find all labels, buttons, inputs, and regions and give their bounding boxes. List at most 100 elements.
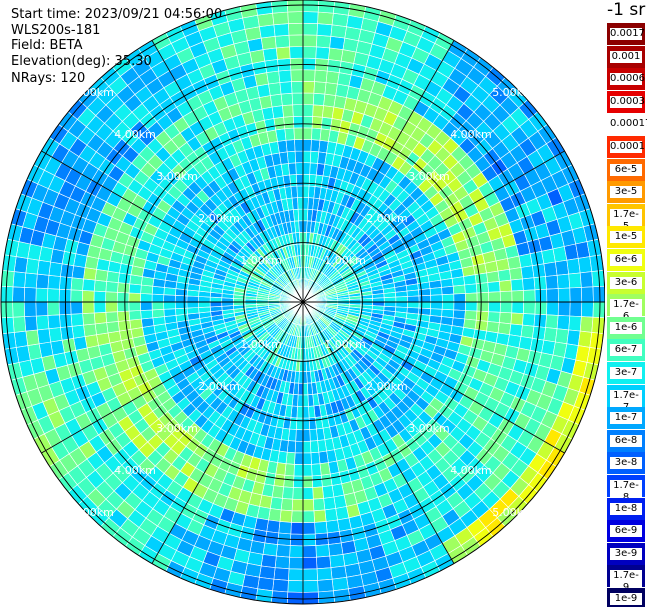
range-gate bbox=[302, 197, 309, 210]
range-gate bbox=[291, 498, 304, 512]
colorbar-unit: -1 sr bbox=[607, 0, 646, 20]
colorbar-cell: 0.001 bbox=[607, 45, 645, 68]
range-gate bbox=[298, 220, 304, 233]
range-ring-label: 4.00km bbox=[450, 128, 492, 141]
range-gate bbox=[286, 591, 304, 605]
range-gate bbox=[474, 272, 489, 285]
range-gate bbox=[105, 291, 118, 303]
range-gate bbox=[116, 291, 130, 303]
range-gate bbox=[186, 301, 199, 309]
range-gate bbox=[577, 330, 593, 348]
colorbar-cell: 1.7e-7 bbox=[607, 384, 645, 414]
range-gate bbox=[509, 267, 523, 281]
range-gate bbox=[81, 290, 95, 303]
range-gate bbox=[266, 70, 281, 85]
range-gate bbox=[83, 267, 97, 281]
range-gate bbox=[295, 429, 304, 442]
range-gate bbox=[314, 521, 328, 535]
range-gate bbox=[284, 463, 295, 477]
range-gate bbox=[94, 268, 109, 282]
range-gate bbox=[48, 261, 63, 277]
colorbar-tick-label: 3e-9 bbox=[610, 547, 642, 560]
range-gate bbox=[302, 348, 307, 361]
range-gate bbox=[289, 46, 304, 59]
colorbar-tick-label: 1e-7 bbox=[610, 412, 642, 425]
range-gate bbox=[430, 301, 443, 310]
colorbar-cell: 3e-6 bbox=[607, 271, 645, 294]
range-gate bbox=[302, 92, 315, 106]
range-gate bbox=[581, 286, 594, 303]
colorbar-tick-label: 6e-9 bbox=[610, 525, 642, 538]
colorbar-cell: 0.00017 bbox=[607, 113, 647, 136]
range-gate bbox=[278, 521, 292, 535]
range-gate bbox=[259, 24, 276, 39]
range-gate bbox=[275, 544, 291, 558]
range-gate bbox=[302, 185, 310, 198]
range-gate bbox=[297, 394, 304, 407]
range-gate bbox=[286, 0, 304, 13]
range-gate bbox=[302, 150, 312, 164]
range-gate bbox=[302, 510, 315, 524]
range-gate bbox=[488, 291, 501, 303]
range-gate bbox=[293, 464, 304, 477]
colorbar-tick-label: 6e-8 bbox=[610, 434, 642, 447]
range-gate bbox=[302, 440, 312, 454]
colorbar-cell: 0.0001 bbox=[607, 136, 645, 158]
colorbar-tick-label: 6e-5 bbox=[610, 163, 642, 176]
range-gate bbox=[511, 301, 525, 314]
range-gate bbox=[260, 554, 277, 569]
range-gate bbox=[25, 329, 40, 346]
range-gate bbox=[285, 139, 296, 153]
range-gate bbox=[175, 307, 188, 316]
range-gate bbox=[302, 104, 314, 117]
range-gate bbox=[302, 591, 320, 605]
range-gate bbox=[325, 519, 340, 534]
range-ring-labels: 1.00km 1.00km 1.00km 1.00km 2.00km 2.00km 2.00… bbox=[72, 86, 534, 519]
range-gate bbox=[295, 162, 304, 175]
range-gate bbox=[283, 116, 295, 130]
range-gate bbox=[302, 0, 320, 13]
range-gate bbox=[310, 451, 321, 465]
range-gate bbox=[35, 273, 50, 289]
range-gate bbox=[302, 406, 310, 419]
range-gate bbox=[331, 576, 349, 592]
range-gate bbox=[278, 69, 292, 83]
range-gate bbox=[302, 382, 309, 396]
colorbar-cell: 0.0017 bbox=[607, 23, 645, 45]
range-gate bbox=[302, 115, 314, 129]
range-gate bbox=[105, 281, 119, 293]
range-gate bbox=[545, 274, 559, 290]
range-gate bbox=[486, 270, 500, 283]
range-gate bbox=[329, 35, 346, 50]
colorbar-tick-label: 6e-7 bbox=[610, 344, 642, 357]
range-gate bbox=[284, 127, 295, 141]
range-gate bbox=[568, 272, 582, 289]
range-gate bbox=[271, 105, 284, 119]
range-gate bbox=[23, 301, 37, 317]
range-gate bbox=[262, 542, 278, 557]
range-gate bbox=[453, 301, 466, 311]
range-gate bbox=[259, 95, 273, 110]
nrays-label: NRays: 120 bbox=[11, 71, 86, 86]
range-gate bbox=[290, 522, 304, 535]
colorbar-cell: 6e-6 bbox=[607, 249, 645, 271]
range-gate bbox=[312, 104, 324, 118]
range-gate bbox=[318, 450, 329, 465]
range-gate bbox=[292, 487, 304, 500]
colorbar-cell: 6e-7 bbox=[607, 339, 645, 362]
range-gate bbox=[23, 287, 37, 303]
range-gate bbox=[302, 162, 311, 175]
range-gate bbox=[13, 330, 29, 348]
range-gate bbox=[128, 283, 142, 294]
range-gate bbox=[295, 417, 304, 431]
range-gate bbox=[297, 197, 304, 210]
range-gate bbox=[295, 173, 304, 187]
range-gate bbox=[209, 301, 223, 308]
range-gate bbox=[313, 81, 327, 95]
range-gate bbox=[330, 565, 347, 580]
range-gate bbox=[464, 283, 478, 294]
range-gate bbox=[509, 323, 523, 337]
range-gate bbox=[128, 292, 141, 303]
range-ring-label: 3.00km bbox=[156, 170, 198, 183]
colorbar-tick-label: 3e-8 bbox=[610, 457, 642, 470]
